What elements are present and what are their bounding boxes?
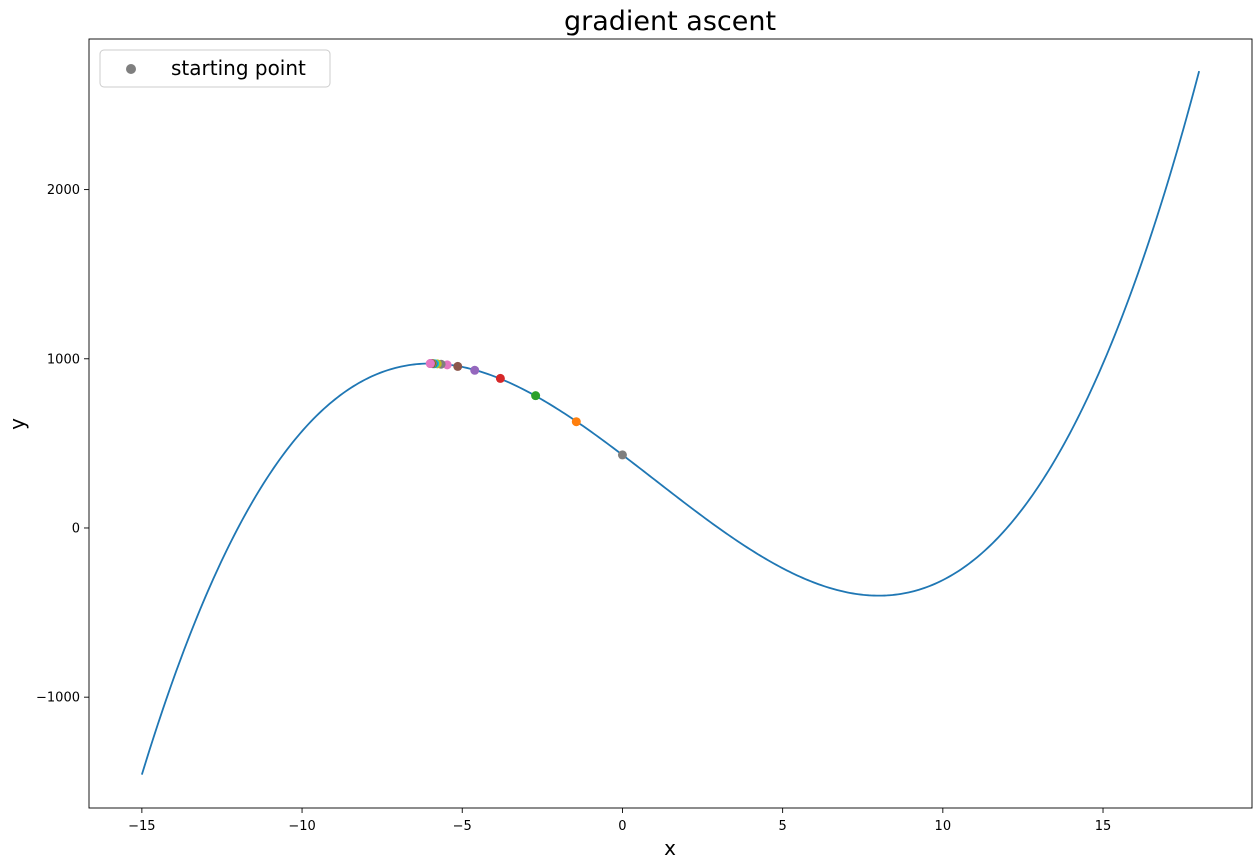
plot-frame <box>88 38 1253 809</box>
y-tick-label: 2000 <box>47 183 80 198</box>
chart-title: gradient ascent <box>564 6 776 37</box>
legend: starting point <box>99 49 331 88</box>
x-tick-label: −5 <box>453 819 472 834</box>
y-axis-title: y <box>5 418 29 430</box>
x-tick-label: 15 <box>1095 819 1112 834</box>
points-layer <box>425 359 627 460</box>
x-tick-label: 0 <box>618 819 626 834</box>
ascent-step-point <box>531 391 541 401</box>
function-curve <box>140 70 1201 775</box>
y-tick-label: −1000 <box>36 691 80 706</box>
ascent-step-point <box>470 365 480 375</box>
ascent-step-point <box>453 361 463 371</box>
x-axis: −15 −10 −5 0 5 10 15 <box>128 808 1111 834</box>
y-axis: −1000 0 1000 2000 <box>36 183 89 706</box>
legend-label-starting-point: starting point <box>171 56 306 80</box>
plot-area <box>88 38 1253 809</box>
y-tick-label: 1000 <box>47 352 80 367</box>
legend-marker <box>126 64 136 74</box>
x-tick-label: −10 <box>288 819 315 834</box>
starting-point-marker <box>617 450 627 460</box>
ascent-step-point <box>571 417 581 427</box>
ascent-step-point <box>495 373 505 383</box>
x-tick-label: 10 <box>935 819 952 834</box>
legend-box <box>99 49 331 88</box>
y-tick-label: 0 <box>72 521 80 536</box>
x-tick-label: 5 <box>778 819 786 834</box>
x-tick-label: −15 <box>128 819 155 834</box>
ascent-step-point <box>425 359 435 369</box>
x-axis-title: x <box>664 836 676 860</box>
